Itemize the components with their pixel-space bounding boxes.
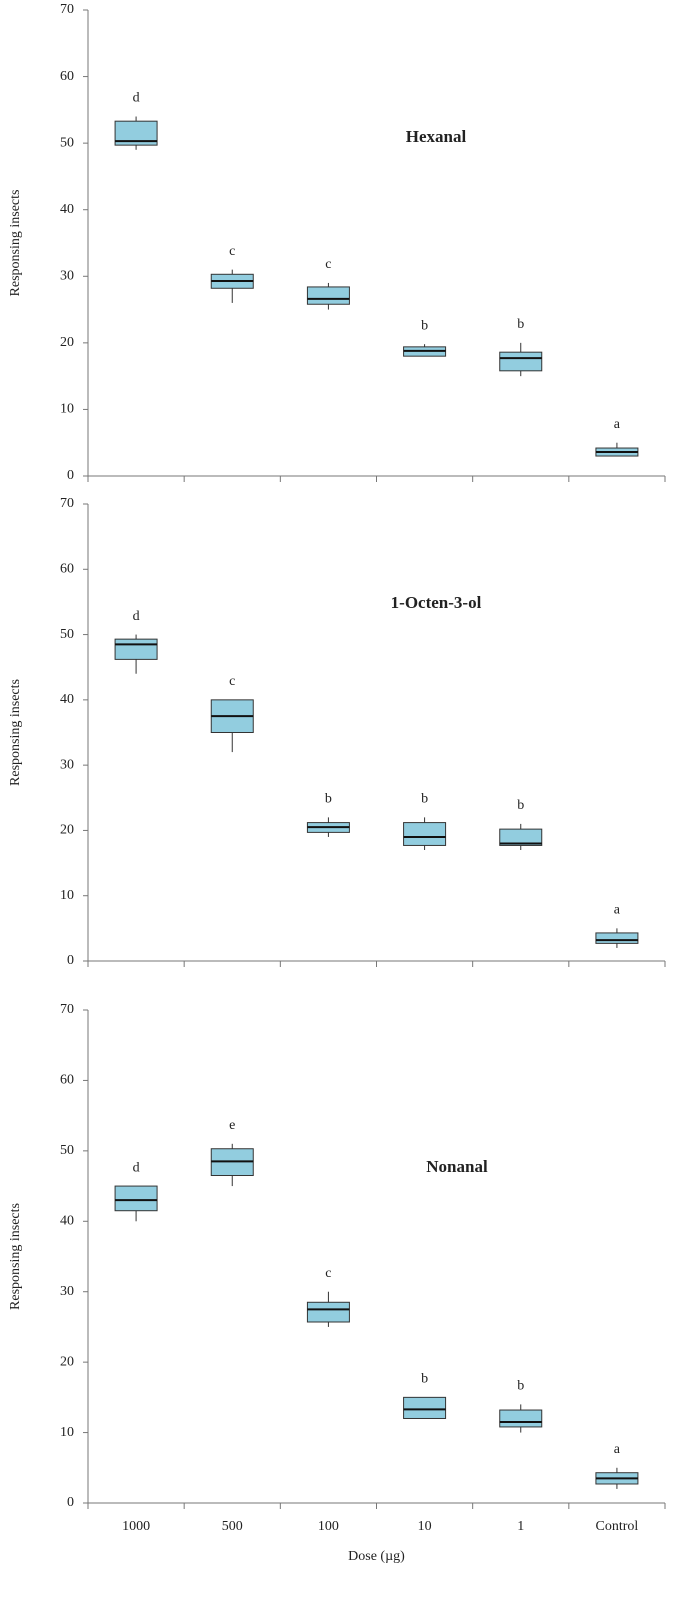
y-tick-label: 30	[60, 757, 74, 772]
y-tick-label: 50	[60, 135, 74, 150]
group-letter: b	[421, 1372, 428, 1387]
group-letter: b	[421, 318, 428, 333]
group-letter: b	[421, 792, 428, 807]
group-letter: b	[517, 798, 524, 813]
group-letter: c	[229, 244, 235, 259]
x-tick-label: 1000	[122, 1519, 150, 1534]
group-letter: b	[517, 1379, 524, 1394]
group-letter: d	[133, 609, 140, 624]
x-axis-label: Dose (µg)	[348, 1549, 405, 1564]
group-letter: a	[614, 903, 621, 918]
y-tick-label: 0	[67, 1495, 74, 1510]
x-tick-label: 1	[517, 1519, 524, 1534]
y-tick-label: 10	[60, 888, 74, 903]
group-letter: b	[325, 792, 332, 807]
y-tick-label: 60	[60, 69, 74, 84]
y-tick-label: 40	[60, 202, 74, 217]
group-letter: e	[229, 1118, 235, 1133]
group-letter: c	[229, 674, 235, 689]
box	[403, 822, 447, 846]
group-letter: c	[325, 1266, 331, 1281]
box	[499, 351, 543, 372]
y-tick-label: 60	[60, 1073, 74, 1088]
box	[306, 286, 350, 305]
box	[114, 120, 158, 146]
panel-title: Hexanal	[406, 127, 467, 146]
box	[403, 1396, 447, 1419]
group-letter: d	[133, 91, 140, 106]
y-tick-label: 40	[60, 692, 74, 707]
y-axis-label: Responsing insects	[8, 1203, 23, 1310]
box	[499, 828, 543, 846]
y-tick-label: 70	[60, 2, 74, 17]
y-tick-label: 0	[67, 468, 74, 483]
x-tick-label: 100	[318, 1519, 339, 1534]
y-tick-label: 20	[60, 1354, 74, 1369]
box	[114, 638, 158, 660]
box	[595, 932, 639, 944]
y-axis-label: Responsing insects	[8, 679, 23, 786]
y-tick-label: 70	[60, 1002, 74, 1017]
panel-title: 1-Octen-3-ol	[391, 593, 482, 612]
y-tick-label: 0	[67, 953, 74, 968]
x-tick-label: Control	[596, 1519, 639, 1534]
box	[306, 1301, 350, 1323]
group-letter: d	[133, 1160, 140, 1175]
box	[499, 1409, 543, 1428]
y-tick-label: 40	[60, 1214, 74, 1229]
x-tick-label: 500	[222, 1519, 243, 1534]
group-letter: b	[517, 317, 524, 332]
group-letter: a	[614, 417, 621, 432]
group-letter: c	[325, 257, 331, 272]
y-tick-label: 50	[60, 627, 74, 642]
box	[114, 1185, 158, 1212]
group-letter: a	[614, 1442, 621, 1457]
y-tick-label: 50	[60, 1143, 74, 1158]
y-tick-label: 20	[60, 335, 74, 350]
panel-title: Nonanal	[426, 1157, 488, 1176]
y-tick-label: 10	[60, 1425, 74, 1440]
y-axis-label: Responsing insects	[8, 190, 23, 297]
y-tick-label: 20	[60, 823, 74, 838]
x-tick-label: 10	[418, 1519, 432, 1534]
y-tick-label: 70	[60, 496, 74, 511]
y-tick-label: 10	[60, 402, 74, 417]
y-tick-label: 30	[60, 1284, 74, 1299]
y-tick-label: 60	[60, 562, 74, 577]
y-tick-label: 30	[60, 269, 74, 284]
